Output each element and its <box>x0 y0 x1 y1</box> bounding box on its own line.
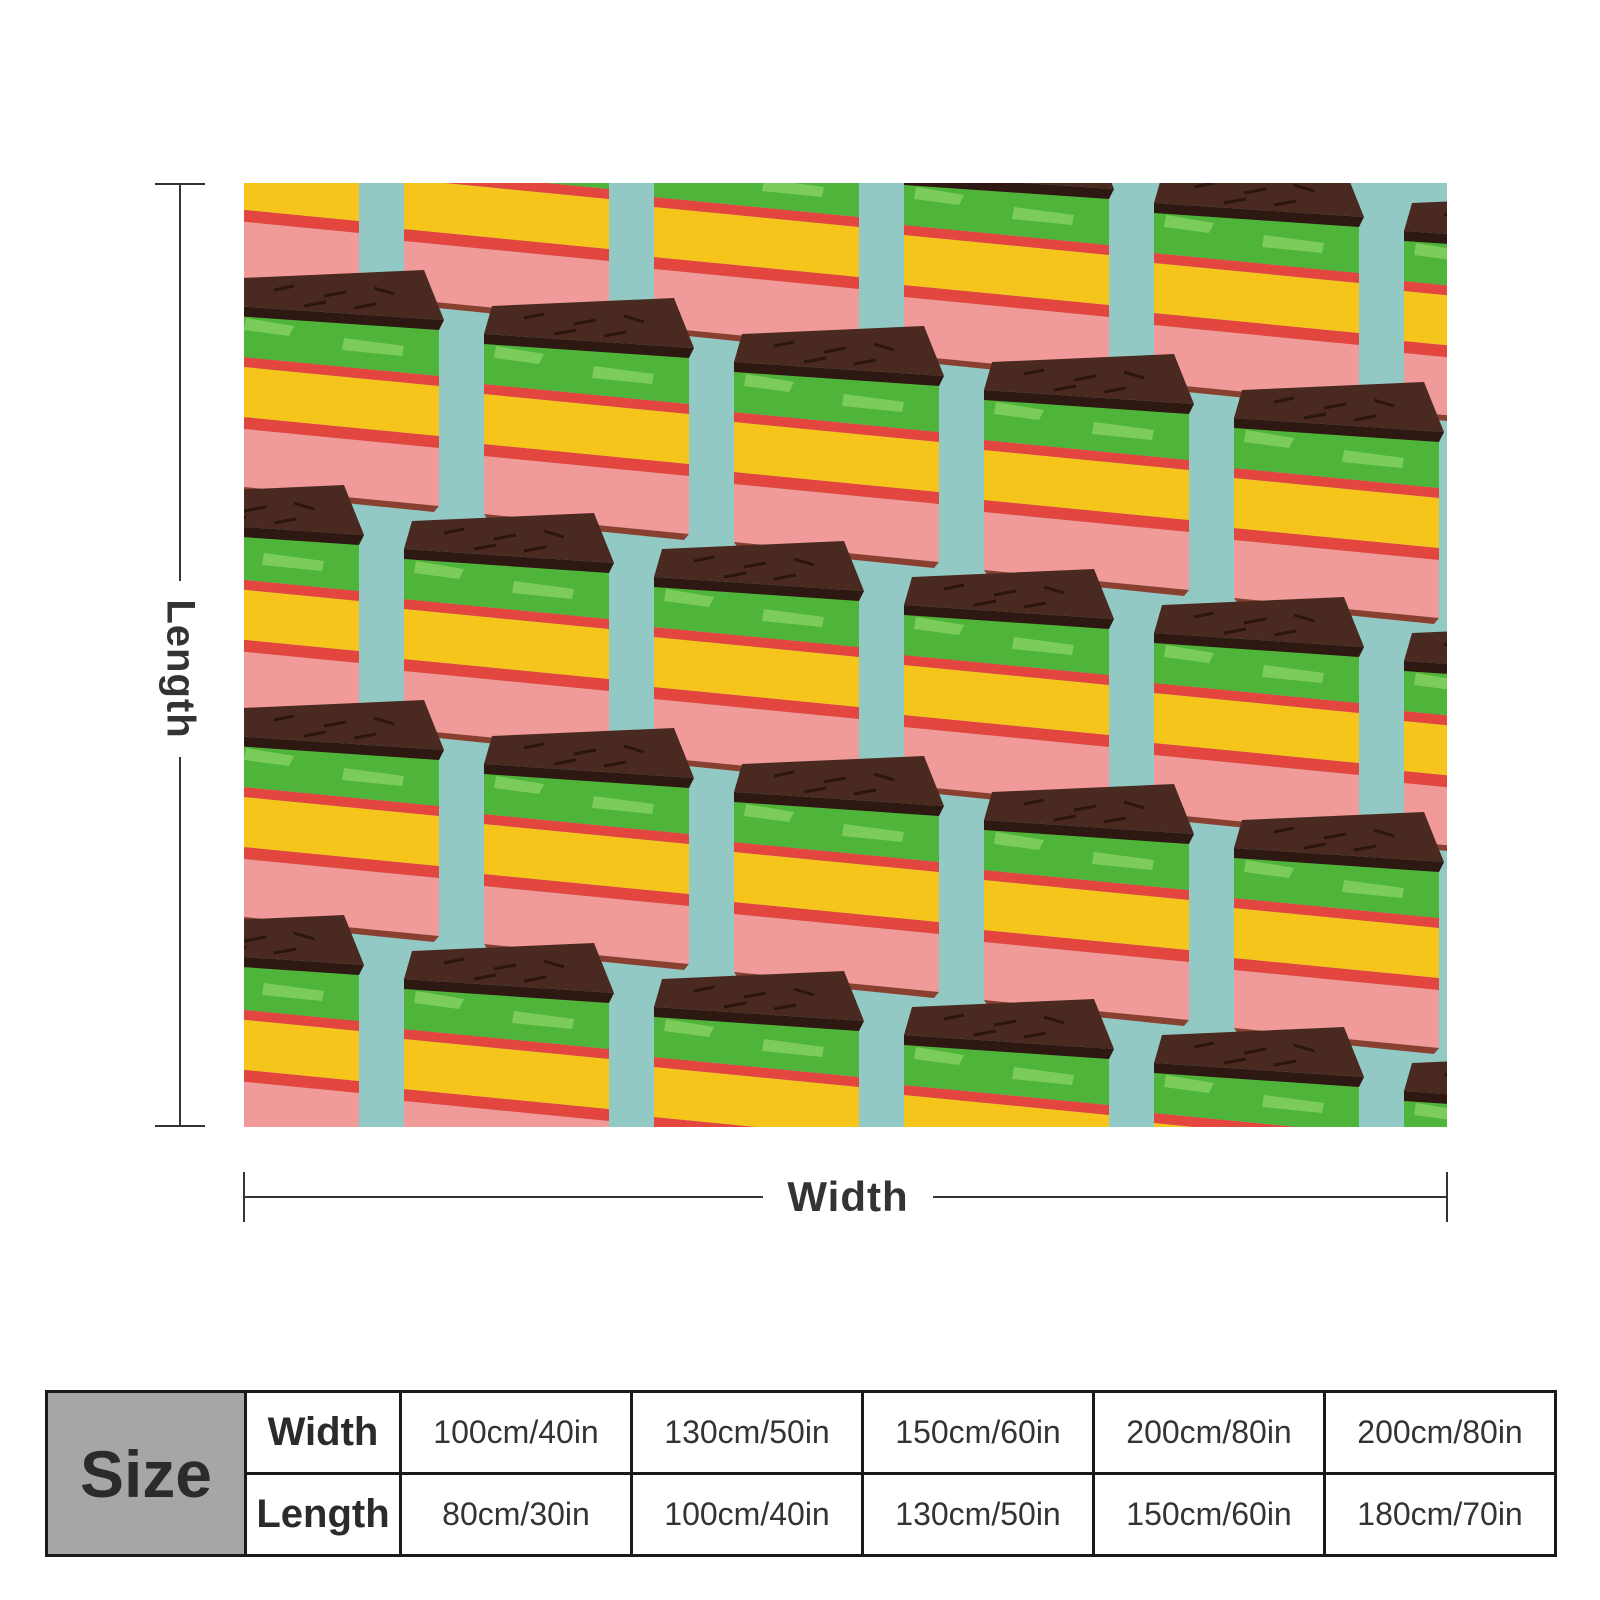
cake-slice <box>482 726 696 972</box>
width-cell: 150cm/60in <box>861 1390 1095 1475</box>
size-table: Size Width 100cm/40in 130cm/50in 150cm/6… <box>45 1390 1557 1557</box>
width-row-header: Width <box>244 1390 402 1475</box>
cake-slice <box>902 183 1116 383</box>
cake-slice <box>244 698 446 944</box>
cake-slice <box>1232 810 1446 1056</box>
length-cell: 180cm/70in <box>1323 1472 1557 1557</box>
width-cell: 130cm/50in <box>630 1390 864 1475</box>
width-cell: 200cm/80in <box>1092 1390 1326 1475</box>
length-line-bottom <box>179 757 181 1127</box>
width-label: Width <box>787 1173 909 1220</box>
length-cell: 150cm/60in <box>1092 1472 1326 1557</box>
cake-slice <box>982 352 1196 598</box>
length-row-header: Length <box>244 1472 402 1557</box>
length-row: Length 80cm/30in 100cm/40in 130cm/50in 1… <box>47 1472 1557 1557</box>
length-label: Length <box>158 599 203 739</box>
cake-slice <box>982 782 1196 1028</box>
cake-slice <box>244 483 366 729</box>
length-cap-bottom <box>155 1125 205 1127</box>
width-dimension-marker: Width <box>243 1172 1448 1222</box>
cake-pattern-image <box>244 183 1447 1127</box>
cake-slice <box>482 296 696 542</box>
cake-slice <box>1232 380 1446 626</box>
width-cell: 100cm/40in <box>399 1390 633 1475</box>
cake-slice <box>402 511 616 757</box>
cake-slice <box>652 539 866 785</box>
cake-slice <box>244 913 366 1127</box>
cake-slice <box>652 969 866 1127</box>
cake-slice <box>902 567 1116 813</box>
cake-slice <box>244 268 446 514</box>
width-line-left <box>243 1196 763 1198</box>
length-cell: 80cm/30in <box>399 1472 633 1557</box>
cake-slice <box>402 941 616 1127</box>
length-cell: 130cm/50in <box>861 1472 1095 1557</box>
width-line-right <box>933 1196 1448 1198</box>
cake-slice <box>1152 1025 1366 1127</box>
width-cap-right <box>1446 1172 1448 1222</box>
cake-slice <box>902 997 1116 1127</box>
length-line-top <box>179 183 181 581</box>
size-header: Size <box>45 1390 247 1557</box>
length-cell: 100cm/40in <box>630 1472 864 1557</box>
cake-slice <box>1152 183 1366 411</box>
cake-slice <box>732 324 946 570</box>
cake-slice <box>1152 595 1366 841</box>
length-dimension-marker: Length <box>155 183 205 1127</box>
width-cell: 200cm/80in <box>1323 1390 1557 1475</box>
cake-slice <box>732 754 946 1000</box>
width-row: Size Width 100cm/40in 130cm/50in 150cm/6… <box>45 1390 1557 1557</box>
product-image <box>244 183 1447 1127</box>
